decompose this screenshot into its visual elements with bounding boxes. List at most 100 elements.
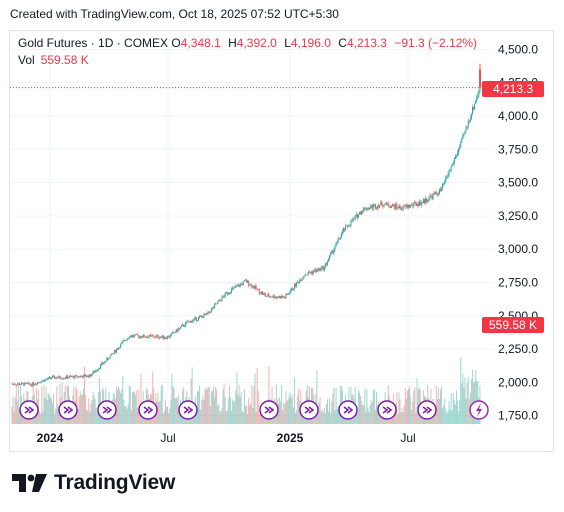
candle-body <box>189 320 191 322</box>
candle-body <box>315 269 317 273</box>
volume-bar <box>214 397 216 424</box>
candle-body <box>295 284 297 287</box>
candle-body <box>140 336 142 338</box>
volume-bar <box>325 403 327 424</box>
candle-body <box>113 350 115 353</box>
candle-body <box>188 321 190 323</box>
volume-bar <box>200 409 202 424</box>
candle-body <box>449 169 451 171</box>
volume-bar <box>287 399 289 424</box>
candle-body <box>212 307 214 309</box>
volume-bar <box>447 411 449 424</box>
candle-body <box>369 207 371 210</box>
volume-bar <box>191 367 193 424</box>
candle-body <box>412 203 414 206</box>
candle-body <box>70 376 72 377</box>
candle-body <box>291 288 293 290</box>
event-marker-icon[interactable] <box>19 400 39 420</box>
volume-bar <box>198 391 200 424</box>
candle-body <box>89 374 91 378</box>
volume-value: 559.58 K <box>40 53 89 67</box>
volume-bar <box>128 385 130 424</box>
volume-bar <box>170 399 172 424</box>
candle-body <box>238 284 240 287</box>
volume-bar <box>236 372 238 424</box>
candle-body <box>414 202 416 203</box>
candle-body <box>408 205 410 208</box>
candle-body <box>381 201 383 206</box>
volume-bar <box>169 408 171 424</box>
candle-body <box>298 281 300 283</box>
tradingview-logo[interactable]: TradingView <box>12 470 175 496</box>
volume-bar <box>329 398 331 424</box>
volume-bar <box>373 389 375 424</box>
volume-bar <box>416 378 418 424</box>
event-marker-icon[interactable] <box>377 400 397 420</box>
event-marker-icon[interactable] <box>58 400 78 420</box>
candle-body <box>27 382 29 384</box>
volume-bar <box>248 398 250 424</box>
candle-body <box>203 314 205 318</box>
candle-body <box>177 328 179 332</box>
volume-bar <box>268 365 270 424</box>
volume-badge: 559.58 K <box>482 317 544 333</box>
candle-body <box>82 374 84 378</box>
candle-body <box>240 283 242 285</box>
chart-frame[interactable] <box>9 30 554 452</box>
candle-body <box>374 204 376 209</box>
candle-body <box>349 225 351 227</box>
candle-body <box>86 376 88 378</box>
volume-bar <box>157 392 159 424</box>
volume-bar <box>445 409 447 424</box>
volume-bar <box>79 391 81 424</box>
volume-bar <box>43 384 45 424</box>
event-marker-icon[interactable] <box>259 400 279 420</box>
event-marker-icon[interactable] <box>138 400 158 420</box>
candle-body <box>15 384 17 386</box>
candle-body <box>28 382 30 385</box>
candle-body <box>435 191 437 194</box>
volume-bar <box>119 389 121 424</box>
candle-body <box>417 204 419 206</box>
volume-bar <box>468 398 470 424</box>
event-marker-icon[interactable] <box>299 400 319 420</box>
candle-body <box>362 211 364 213</box>
candle-body <box>388 206 390 208</box>
candle-body <box>201 316 203 317</box>
candle-body <box>122 341 124 343</box>
candle-body <box>466 126 468 128</box>
symbol-name[interactable]: Gold Futures · 1D · COMEX <box>18 36 169 50</box>
event-marker-icon[interactable] <box>97 400 117 420</box>
candle-body <box>443 183 445 185</box>
volume-bar <box>460 357 462 424</box>
candle-body <box>186 321 188 323</box>
volume-bar <box>406 390 408 424</box>
candle-body <box>293 284 295 289</box>
event-marker-icon[interactable] <box>338 400 358 420</box>
candle-body <box>40 382 42 384</box>
candle-body <box>371 205 373 209</box>
candle-body <box>450 166 452 170</box>
candle-body <box>465 126 467 131</box>
candle-body <box>219 300 221 301</box>
volume-label[interactable]: Vol <box>18 53 35 67</box>
candle-body <box>312 271 314 274</box>
event-marker-icon[interactable] <box>178 400 198 420</box>
volume-bar <box>208 386 210 424</box>
volume-bar <box>161 384 163 424</box>
candle-body <box>313 271 315 274</box>
volume-bar <box>212 386 214 424</box>
volume-bar <box>228 386 230 424</box>
candle-body <box>90 374 92 377</box>
candle-body <box>350 220 352 226</box>
volume-bar <box>464 377 466 424</box>
dividend-lightning-icon[interactable] <box>469 400 489 420</box>
volume-bar <box>94 399 96 424</box>
candle-body <box>345 225 347 231</box>
candle-body <box>460 141 462 148</box>
volume-bar <box>39 411 41 424</box>
event-marker-icon[interactable] <box>417 400 437 420</box>
volume-bar <box>90 404 92 424</box>
candle-body <box>133 335 135 337</box>
